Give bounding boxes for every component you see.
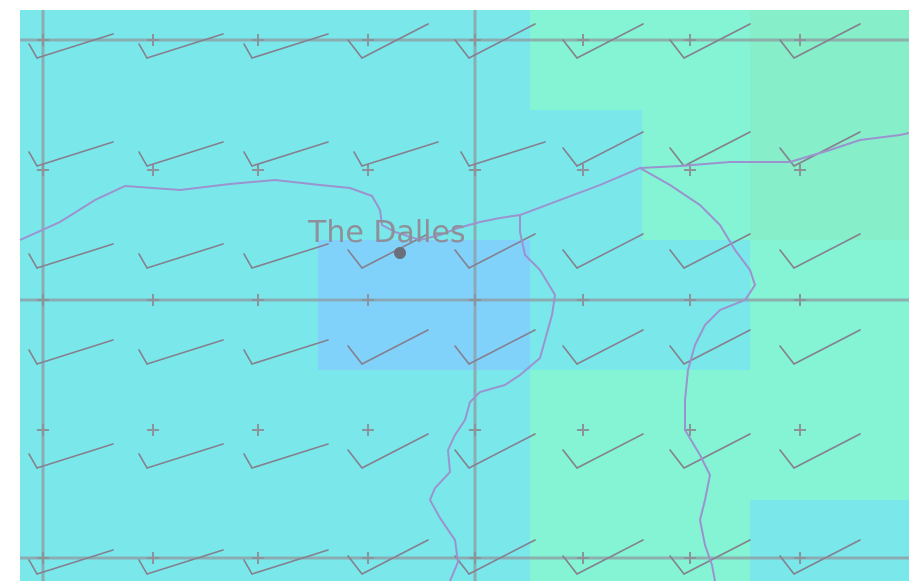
wind-barb-icon [347, 329, 429, 365]
wind-barb-icon [28, 141, 114, 167]
wind-barb-icon [138, 339, 224, 365]
wind-barb-icon [779, 131, 861, 167]
wind-barb-icon [138, 141, 224, 167]
boundary-river-1 [428, 215, 557, 581]
plus-marker-icon [684, 552, 696, 564]
plus-marker-icon [794, 552, 806, 564]
wind-barb-icon [243, 443, 329, 469]
plus-marker-icon [577, 552, 589, 564]
plus-marker-icon [252, 164, 264, 176]
plus-marker-icon [147, 34, 159, 46]
wind-barb-icon [779, 539, 861, 575]
plus-marker-icon [252, 424, 264, 436]
plus-marker-icon [147, 294, 159, 306]
wind-barb-icon [353, 141, 439, 167]
wind-barb-icon [779, 23, 861, 59]
plus-marker-icon [794, 34, 806, 46]
plus-marker-icon [37, 294, 49, 306]
shading-blue [318, 240, 530, 370]
wind-barb-icon [669, 539, 751, 575]
plus-marker-icon [469, 424, 481, 436]
plus-marker-icon [362, 294, 374, 306]
wind-barb-icon [779, 329, 861, 365]
city-the-dalles[interactable]: The Dalles [307, 215, 466, 259]
wind-barb-icon [243, 339, 329, 365]
plus-marker-icon [794, 164, 806, 176]
plus-marker-icon [147, 552, 159, 564]
wind-barb-icon [347, 433, 429, 469]
wind-barb-icon [347, 539, 429, 575]
plus-marker-icon [469, 552, 481, 564]
wind-barb-icon [669, 23, 751, 59]
plus-marker-icon [469, 164, 481, 176]
wind-barb-icon [669, 329, 751, 365]
wind-barb-icon [779, 233, 861, 269]
plus-marker-icon [147, 424, 159, 436]
plus-marker-icon [362, 424, 374, 436]
wind-barb-icons [28, 23, 861, 575]
grid-lines [20, 10, 909, 581]
wind-barb-icon [28, 549, 114, 575]
wind-barb-icon [28, 33, 114, 59]
wind-barb-icon [454, 329, 536, 365]
plus-marker-icon [252, 552, 264, 564]
wind-barb-icon [562, 329, 644, 365]
wind-barb-icon [669, 433, 751, 469]
plus-marker-icon [37, 424, 49, 436]
wind-barb-icon [138, 549, 224, 575]
wind-barb-icon [562, 23, 644, 59]
wind-barb-icon [562, 233, 644, 269]
wind-barb-icon [243, 243, 329, 269]
plus-marker-icon [252, 294, 264, 306]
wind-barb-icon [562, 539, 644, 575]
wind-barb-icon [347, 23, 429, 59]
wind-barb-icon [243, 549, 329, 575]
wind-barb-icon [28, 243, 114, 269]
wind-barb-icon [138, 443, 224, 469]
plus-marker-icon [577, 164, 589, 176]
wind-barb-icon [779, 433, 861, 469]
plus-marker-icon [362, 164, 374, 176]
plus-marker-icon [37, 164, 49, 176]
plus-marker-icon [37, 552, 49, 564]
wind-barb-icon [669, 233, 751, 269]
city-label: The Dalles [307, 215, 466, 250]
wind-barb-icon [454, 23, 536, 59]
plus-marker-icon [252, 34, 264, 46]
city-dot-icon [394, 247, 406, 259]
boundary-lines [19, 132, 909, 581]
plus-marker-icon [684, 34, 696, 46]
plus-marker-icon [362, 34, 374, 46]
plus-marker-icon [794, 294, 806, 306]
plus-marker-icon [469, 34, 481, 46]
wind-barb-icon [454, 233, 536, 269]
plus-marker-icon [577, 424, 589, 436]
plus-marker-icon [684, 294, 696, 306]
plus-marker-icon [469, 294, 481, 306]
shading-green-dark [750, 10, 909, 240]
wind-barb-icon [562, 433, 644, 469]
wind-barb-icon [243, 141, 329, 167]
wind-barb-icon [562, 131, 644, 167]
wind-barb-icon [28, 443, 114, 469]
boundary-west [19, 132, 909, 242]
plus-marker-icon [577, 34, 589, 46]
wind-barb-icon [243, 33, 329, 59]
plus-marker-icon [37, 34, 49, 46]
wind-barb-icon [138, 33, 224, 59]
plus-marker-icon [794, 424, 806, 436]
plus-marker-icon [577, 294, 589, 306]
boundary-river-2 [639, 167, 757, 581]
plus-marker-icon [362, 552, 374, 564]
wind-barb-icon [28, 339, 114, 365]
plus-marker-icon [147, 164, 159, 176]
wind-barb-icon [460, 141, 546, 167]
wind-barb-icon [138, 243, 224, 269]
wind-barb-icon [454, 433, 536, 469]
wind-barb-icon [669, 131, 751, 167]
plus-marker-icons [37, 34, 806, 564]
